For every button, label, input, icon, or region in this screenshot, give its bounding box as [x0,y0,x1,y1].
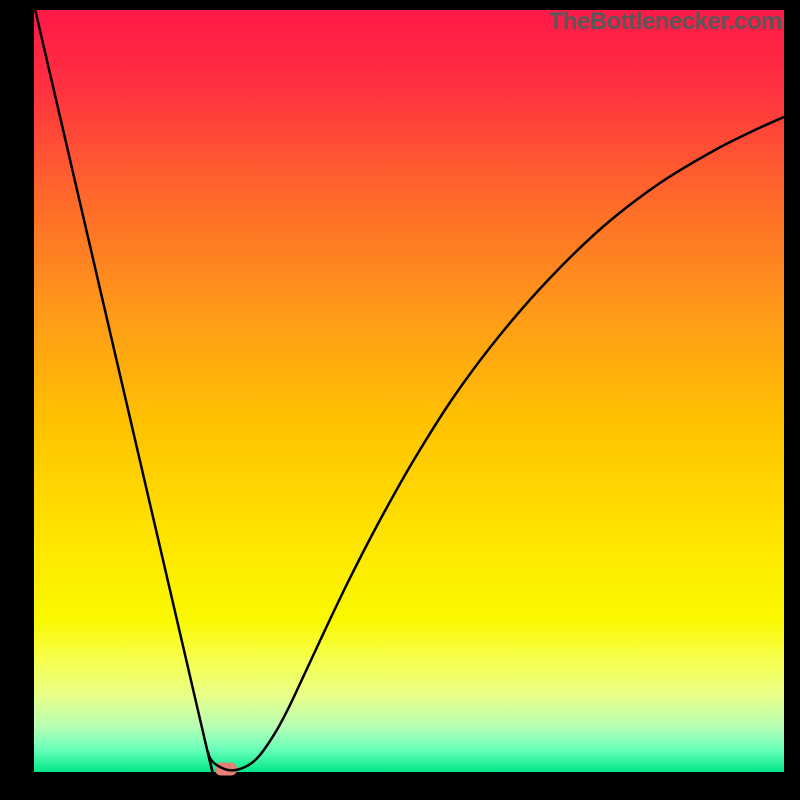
curve-layer [34,10,784,772]
plot-area [34,10,784,772]
bottleneck-curve [35,9,784,800]
chart-container: { "chart": { "type": "line", "canvas": {… [0,0,800,800]
watermark: TheBottlenecker.com [549,8,782,36]
